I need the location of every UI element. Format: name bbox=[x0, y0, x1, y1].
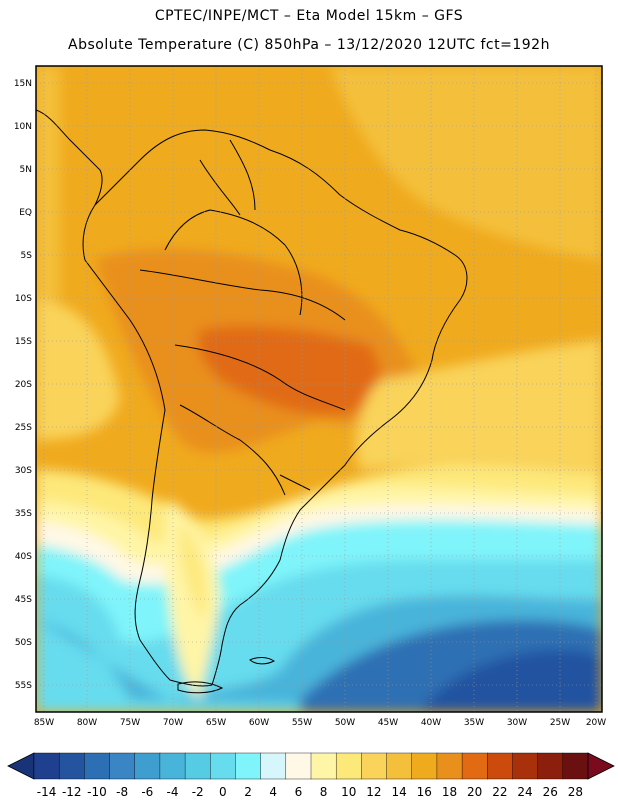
lat-tick-label: EQ bbox=[19, 208, 32, 218]
colorbar-label: 10 bbox=[341, 785, 356, 799]
colorbar-label: 2 bbox=[244, 785, 252, 799]
colorbar-swatch bbox=[436, 752, 463, 780]
temperature-field bbox=[36, 66, 602, 712]
colorbar-label: 12 bbox=[366, 785, 381, 799]
colorbar-swatch bbox=[159, 752, 186, 780]
lon-tick-label: 75W bbox=[120, 718, 140, 728]
colorbar-label: 16 bbox=[417, 785, 432, 799]
colorbar-swatch bbox=[461, 752, 488, 780]
colorbar-swatch bbox=[260, 752, 287, 780]
colorbar-swatch bbox=[361, 752, 388, 780]
colorbar-swatch bbox=[562, 752, 589, 780]
lon-tick-label: 50W bbox=[335, 718, 355, 728]
colorbar-label: 0 bbox=[219, 785, 227, 799]
lon-tick-label: 65W bbox=[206, 718, 226, 728]
colorbar-label: -12 bbox=[62, 785, 82, 799]
lon-tick-label: 35W bbox=[464, 718, 484, 728]
lon-tick-label: 70W bbox=[163, 718, 183, 728]
lat-tick-label: 55S bbox=[15, 681, 32, 691]
lat-tick-label: 5S bbox=[21, 251, 33, 261]
coastlines bbox=[36, 109, 468, 694]
lon-tick-label: 40W bbox=[421, 718, 441, 728]
colorbar-label: 24 bbox=[517, 785, 532, 799]
colorbar-label: 22 bbox=[492, 785, 507, 799]
colorbar-label: 6 bbox=[295, 785, 303, 799]
lon-tick-label: 20W bbox=[586, 718, 606, 728]
colorbar-swatch bbox=[84, 752, 111, 780]
lat-tick-label: 35S bbox=[15, 509, 32, 519]
lat-tick-label: 20S bbox=[15, 380, 32, 390]
colorbar-swatch bbox=[512, 752, 539, 780]
lat-tick-label: 45S bbox=[15, 595, 32, 605]
colorbar-label: 28 bbox=[568, 785, 583, 799]
colorbar-swatch bbox=[235, 752, 262, 780]
lat-tick-label: 10S bbox=[15, 294, 32, 304]
colorbar-swatch bbox=[210, 752, 236, 780]
lat-tick-label: 40S bbox=[15, 552, 32, 562]
colorbar-label: 26 bbox=[543, 785, 558, 799]
colorbar-label: 8 bbox=[320, 785, 328, 799]
colorbar-swatch bbox=[184, 752, 211, 780]
colorbar-label: -14 bbox=[37, 785, 57, 799]
latitude-axis: 15N 10N 5N EQ 5S 10S 15S 20S 25S 30S 35S… bbox=[14, 79, 32, 691]
lat-tick-label: 10N bbox=[14, 122, 32, 132]
colorbar-label: -6 bbox=[141, 785, 153, 799]
lon-tick-label: 60W bbox=[249, 718, 269, 728]
lat-tick-label: 50S bbox=[15, 638, 32, 648]
colorbar-swatch bbox=[58, 752, 85, 780]
colorbar-label: 18 bbox=[442, 785, 457, 799]
colorbar-under-arrow bbox=[7, 752, 35, 780]
colorbar-swatch bbox=[285, 752, 312, 780]
colorbar-swatch bbox=[487, 752, 513, 780]
lon-tick-label: 80W bbox=[77, 718, 97, 728]
lat-tick-label: 15S bbox=[15, 337, 32, 347]
map-frame bbox=[35, 65, 603, 713]
lon-tick-label: 45W bbox=[378, 718, 398, 728]
colorbar-swatch bbox=[335, 752, 362, 780]
colorbar-label: 14 bbox=[391, 785, 406, 799]
colorbar-label: 4 bbox=[269, 785, 277, 799]
colorbar-swatch bbox=[310, 752, 337, 780]
colorbar-swatch bbox=[109, 752, 136, 780]
colorbar-swatch bbox=[411, 752, 438, 780]
colorbar-label: -10 bbox=[87, 785, 107, 799]
colorbar-swatch bbox=[386, 752, 413, 780]
lon-tick-label: 55W bbox=[292, 718, 312, 728]
lon-tick-label: 85W bbox=[34, 718, 54, 728]
lat-tick-label: 15N bbox=[14, 79, 32, 89]
colorbar-label: -4 bbox=[167, 785, 179, 799]
colorbar: -14 -12 -10 -8 -6 -4 -2 0 2 4 6 8 10 12 14 16 18 20 22 24 26… bbox=[7, 752, 615, 799]
lat-tick-label: 30S bbox=[15, 466, 32, 476]
colorbar-label: -8 bbox=[116, 785, 128, 799]
lon-tick-label: 25W bbox=[550, 718, 570, 728]
longitude-axis: 85W 80W 75W 70W 65W 60W 55W 50W 45W 40W … bbox=[34, 718, 606, 728]
colorbar-over-arrow bbox=[587, 752, 615, 780]
map-title-line1: CPTEC/INPE/MCT – Eta Model 15km – GFS bbox=[154, 8, 464, 24]
colorbar-swatch bbox=[33, 752, 60, 780]
lat-tick-label: 5N bbox=[20, 165, 32, 175]
colorbar-swatch bbox=[537, 752, 564, 780]
colorbar-swatch bbox=[134, 752, 161, 780]
colorbar-label: 20 bbox=[467, 785, 482, 799]
lon-tick-label: 30W bbox=[507, 718, 527, 728]
colorbar-label: -2 bbox=[192, 785, 204, 799]
map-title-line2: Absolute Temperature (C) 850hPa – 13/12/… bbox=[68, 37, 550, 53]
lat-tick-label: 25S bbox=[15, 423, 32, 433]
